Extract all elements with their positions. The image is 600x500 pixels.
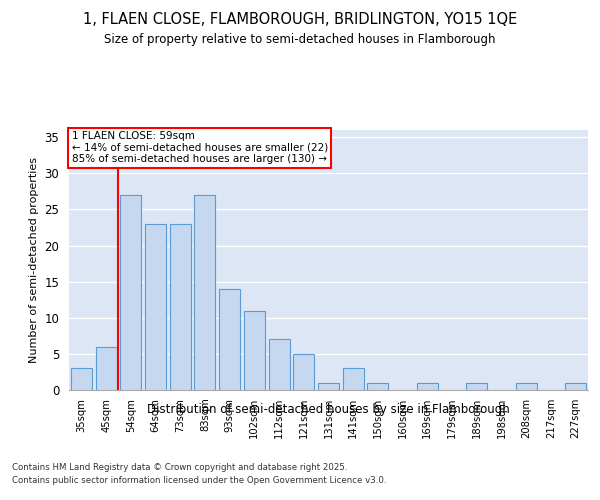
Bar xyxy=(565,383,586,390)
Y-axis label: Number of semi-detached properties: Number of semi-detached properties xyxy=(29,157,39,363)
Bar xyxy=(145,224,166,390)
Bar xyxy=(219,289,240,390)
Bar xyxy=(516,383,537,390)
Bar xyxy=(120,195,141,390)
Bar xyxy=(194,195,215,390)
Text: Contains HM Land Registry data © Crown copyright and database right 2025.: Contains HM Land Registry data © Crown c… xyxy=(12,462,347,471)
Text: 1 FLAEN CLOSE: 59sqm
← 14% of semi-detached houses are smaller (22)
85% of semi-: 1 FLAEN CLOSE: 59sqm ← 14% of semi-detac… xyxy=(71,132,328,164)
Bar xyxy=(417,383,438,390)
Bar xyxy=(343,368,364,390)
Text: Distribution of semi-detached houses by size in Flamborough: Distribution of semi-detached houses by … xyxy=(148,402,510,415)
Text: Contains public sector information licensed under the Open Government Licence v3: Contains public sector information licen… xyxy=(12,476,386,485)
Bar xyxy=(293,354,314,390)
Bar xyxy=(318,383,339,390)
Text: Size of property relative to semi-detached houses in Flamborough: Size of property relative to semi-detach… xyxy=(104,32,496,46)
Bar xyxy=(95,346,116,390)
Bar xyxy=(367,383,388,390)
Bar xyxy=(466,383,487,390)
Bar xyxy=(71,368,92,390)
Bar xyxy=(244,310,265,390)
Text: 1, FLAEN CLOSE, FLAMBOROUGH, BRIDLINGTON, YO15 1QE: 1, FLAEN CLOSE, FLAMBOROUGH, BRIDLINGTON… xyxy=(83,12,517,28)
Bar xyxy=(269,340,290,390)
Bar xyxy=(170,224,191,390)
